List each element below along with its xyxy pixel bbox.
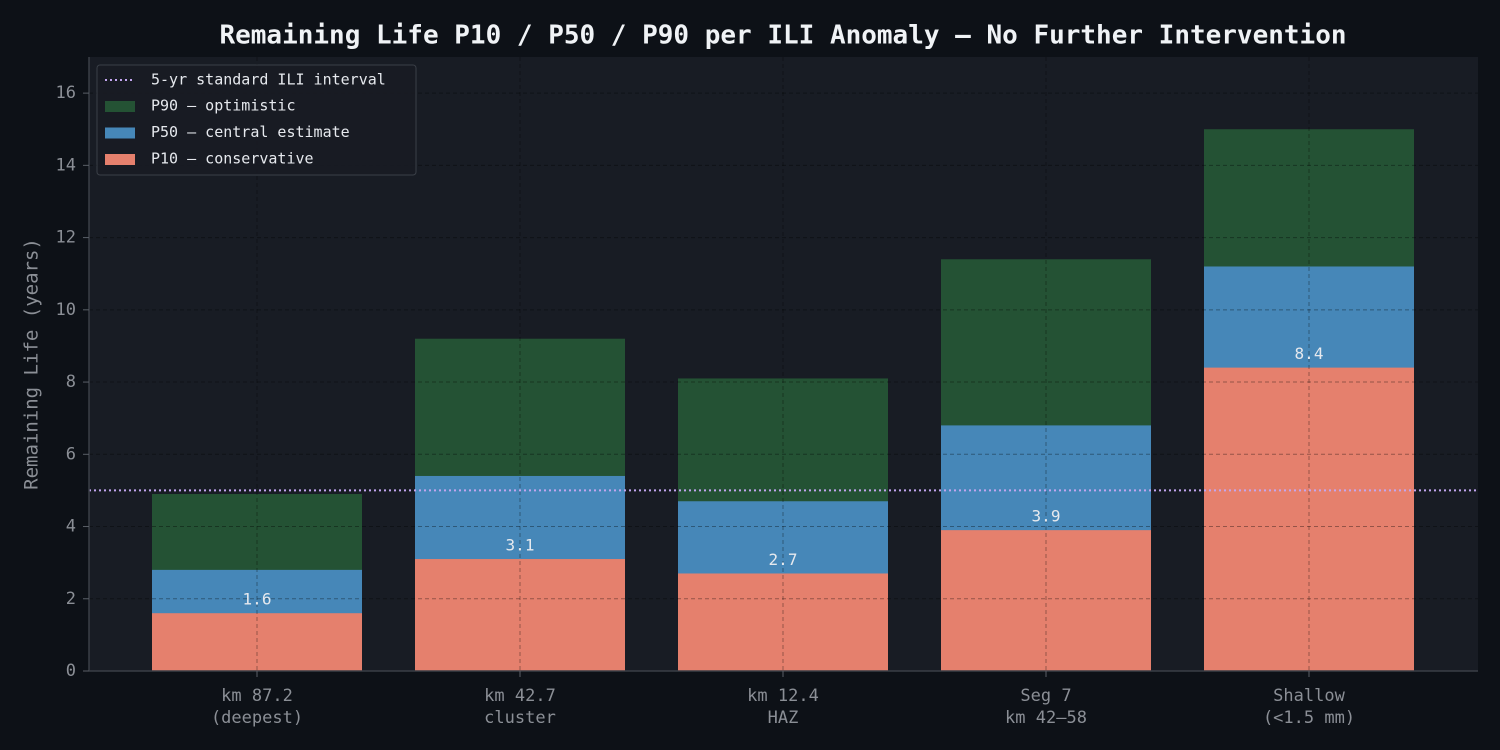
legend-label: P50 — central estimate [151,123,350,141]
y-tick-label: 16 [56,83,76,103]
y-tick-label: 12 [56,228,76,248]
value-label: 8.4 [1295,344,1324,363]
y-tick-label: 6 [66,444,76,464]
y-tick-label: 10 [56,300,76,320]
y-tick-label: 0 [66,661,76,681]
x-tick-label: cluster [484,708,556,728]
legend-box [96,64,417,176]
legend-label: P90 — optimistic [151,97,296,115]
y-tick-label: 2 [66,589,76,609]
value-label: 3.1 [506,536,535,555]
y-tick-label: 4 [66,517,76,537]
x-tick-label: km 12.4 [747,686,819,706]
x-tick-label: km 42.7 [484,686,556,706]
bar [678,573,888,671]
value-label: 3.9 [1032,507,1061,526]
legend-swatch [105,127,135,139]
y-tick-label: 8 [66,372,76,392]
bar [415,559,625,671]
bar [1204,367,1414,671]
chart-title: Remaining Life P10 / P50 / P90 per ILI A… [219,21,1346,51]
x-tick-label: Shallow [1273,686,1345,706]
legend-label: P10 — conservative [151,150,314,168]
x-tick-label: km 42–58 [1005,708,1087,728]
x-tick-label: (deepest) [211,708,303,728]
legend-swatch [105,101,135,112]
x-tick-label: Seg 7 [1020,686,1071,706]
value-label: 2.7 [769,550,798,569]
bar [941,530,1151,671]
legend: 5-yr standard ILI interval P90 — optimist… [96,64,417,176]
legend-swatch [105,154,135,165]
value-label: 1.6 [243,590,272,609]
x-tick-label: (<1.5 mm) [1263,708,1355,728]
y-axis-label: Remaining Life (years) [21,238,43,490]
x-tick-label: km 87.2 [221,686,293,706]
x-tick-label: HAZ [768,708,799,728]
y-tick-label: 14 [56,155,76,175]
bar [152,613,362,671]
legend-label: 5-yr standard ILI interval [151,71,386,89]
